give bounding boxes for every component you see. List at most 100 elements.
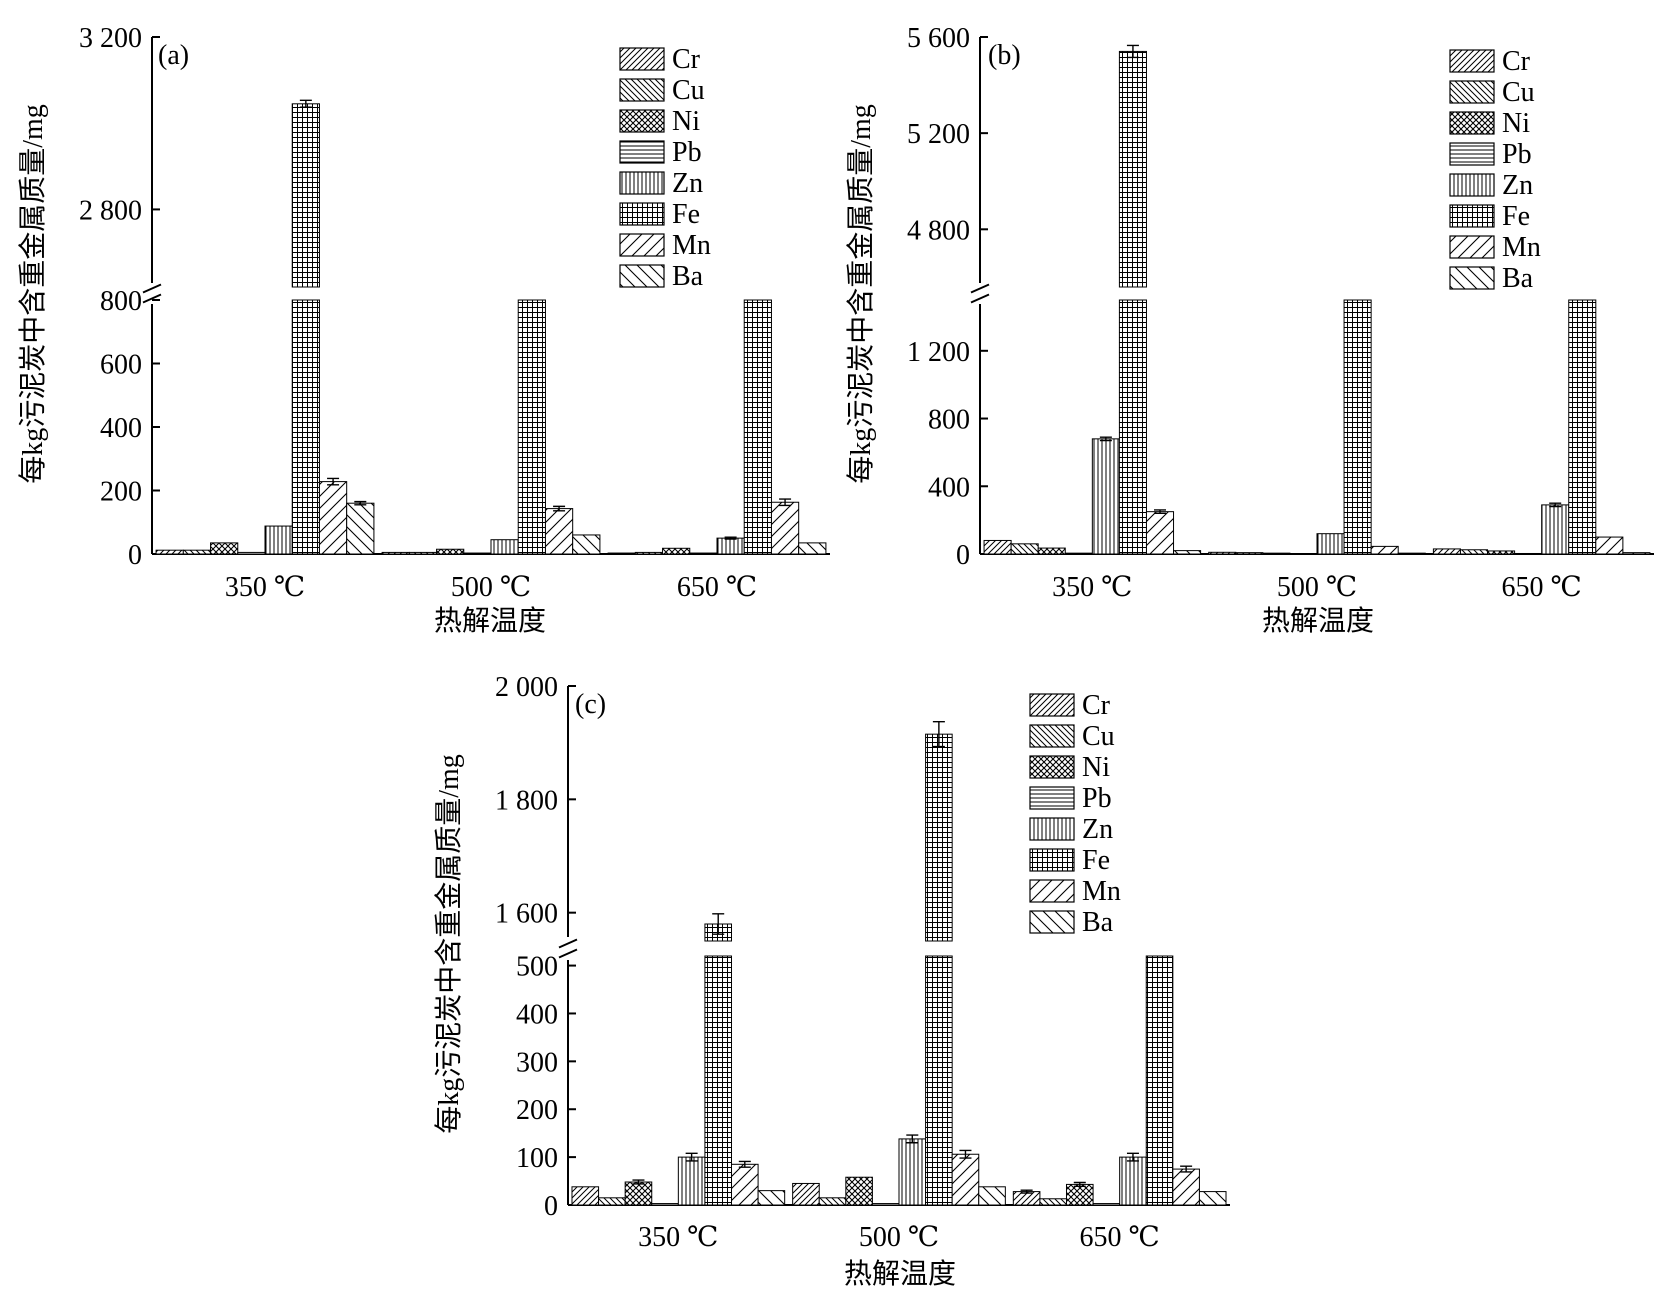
bar-ni-650 (1065, 1183, 1094, 1206)
legend-swatch-mn (619, 233, 665, 257)
error-bar (1154, 509, 1166, 515)
bar-cu-350 (182, 549, 212, 555)
error-bar (553, 505, 566, 512)
bar-ni-350 (624, 1181, 653, 1206)
bar-ni-350 (1037, 547, 1066, 555)
bar-mn-500 (544, 508, 574, 555)
bar-fe-350-lower (1118, 299, 1147, 555)
error-bar (327, 477, 340, 486)
bar-ni-650 (662, 547, 691, 555)
legend-label-ni: Ni (1502, 108, 1530, 139)
bar-fe-650-lower (743, 299, 772, 555)
x-category-label: 650 ℃ (1502, 572, 1582, 603)
legend-label-mn: Mn (1082, 876, 1121, 907)
error-bar (724, 536, 737, 540)
y-tick-label: 500 (516, 952, 558, 983)
legend-label-ba: Ba (1502, 263, 1534, 294)
bar-cu-650 (1039, 1198, 1067, 1206)
bar-ni-500 (1262, 552, 1291, 555)
x-axis-title: 热解温度 (844, 1258, 956, 1290)
legend-label-ni: Ni (672, 106, 700, 137)
legend-swatch-cu (619, 78, 665, 102)
bar-pb-650 (689, 552, 718, 555)
y-tick-label: 5 200 (907, 119, 970, 150)
legend-label-mn: Mn (1502, 232, 1541, 263)
legend-label-pb: Pb (1082, 783, 1112, 814)
legend-swatch-ba (1029, 910, 1075, 934)
bar-cr-350 (983, 539, 1012, 555)
bar-cu-500 (818, 1197, 847, 1206)
bar-mn-650 (1172, 1168, 1200, 1206)
y-tick-label: 400 (100, 413, 142, 444)
chart-panel-3: 0 100 200 300 400 500 1 600 1 800 2 000 350 ℃ 500 … (433, 672, 1230, 1290)
bar-ba-650 (798, 542, 827, 555)
legend-label-pb: Pb (1502, 139, 1532, 170)
bar-cr-500 (381, 551, 410, 555)
y-tick-label: 2 000 (495, 672, 558, 703)
bar-pb-350 (237, 551, 266, 555)
bar-ba-350 (1173, 550, 1202, 555)
error-bar (932, 721, 945, 748)
x-category-label: 500 ℃ (451, 572, 531, 603)
legend-swatch-ni (1029, 755, 1075, 779)
y-tick-label: 4 800 (907, 215, 970, 246)
y-tick-label: 200 (100, 477, 142, 508)
chart-panel-2: 0 400 800 1 200 4 800 5 200 5 600 350 ℃ 500 ℃ 650… (845, 23, 1654, 637)
chart-panel-1: 0 200 400 600 800 2 800 3 200 350 ℃ 500 ℃ 650 ℃ Cr… (17, 23, 830, 637)
bar-pb-500 (1289, 553, 1318, 555)
legend-swatch-zn (619, 171, 665, 195)
bar-cr-650 (1432, 548, 1461, 555)
legend-swatch-fe (1029, 848, 1075, 872)
bar-cr-500 (1208, 551, 1237, 555)
bar-ba-650 (1198, 1191, 1227, 1206)
x-category-label: 350 ℃ (225, 572, 305, 603)
bar-zn-350 (264, 525, 293, 555)
bar-mn-500 (951, 1153, 980, 1206)
legend-label-cr: Cr (1082, 690, 1111, 721)
bar-mn-650 (770, 501, 800, 555)
legend-swatch-ni (1449, 111, 1495, 135)
bar-cu-500 (1235, 552, 1264, 555)
legend-swatch-fe (619, 202, 665, 226)
axis-break-mark (142, 283, 162, 304)
bar-pb-650 (1092, 1203, 1121, 1206)
x-category-label: 350 ℃ (638, 1222, 718, 1253)
error-bar (685, 1152, 698, 1162)
x-category-label: 650 ℃ (677, 572, 757, 603)
legend-swatch-zn (1449, 173, 1495, 197)
y-tick-label: 400 (928, 472, 970, 503)
axis-break-mark (558, 938, 578, 959)
bar-ba-650 (1622, 552, 1651, 555)
bar-zn-650 (1119, 1156, 1147, 1206)
bar-ni-500 (436, 548, 465, 555)
y-tick-label: 0 (128, 540, 142, 571)
legend-swatch-pb (1449, 142, 1495, 166)
x-axis-title: 热解温度 (1262, 605, 1374, 637)
error-bar (354, 500, 367, 506)
bar-mn-500 (1370, 545, 1399, 555)
axis-break-mark (970, 283, 990, 304)
y-tick-label: 800 (928, 405, 970, 436)
legend-swatch-mn (1029, 879, 1075, 903)
bar-zn-500 (898, 1138, 927, 1206)
error-bar (738, 1160, 751, 1168)
bar-fe-350-upper (291, 103, 320, 288)
legend-label-ba: Ba (1082, 907, 1114, 938)
bar-zn-500 (490, 539, 519, 555)
x-category-label: 350 ℃ (1052, 572, 1132, 603)
legend-label-cr: Cr (1502, 46, 1531, 77)
legend-swatch-cu (1449, 80, 1495, 104)
legend-label-fe: Fe (1082, 845, 1110, 876)
bar-fe-500-lower (517, 299, 546, 555)
bar-mn-350 (1145, 511, 1175, 555)
bar-ba-500 (1397, 552, 1426, 555)
y-tick-label: 600 (100, 350, 142, 381)
legend-swatch-cr (619, 47, 665, 71)
error-bar (1099, 436, 1112, 442)
bar-fe-650-lower (1568, 299, 1597, 555)
bar-cu-650 (1459, 549, 1489, 555)
legend-label-cr: Cr (672, 44, 701, 75)
y-tick-label: 1 800 (495, 785, 558, 816)
bar-ni-500 (845, 1176, 873, 1206)
bar-fe-500-upper (925, 733, 953, 942)
